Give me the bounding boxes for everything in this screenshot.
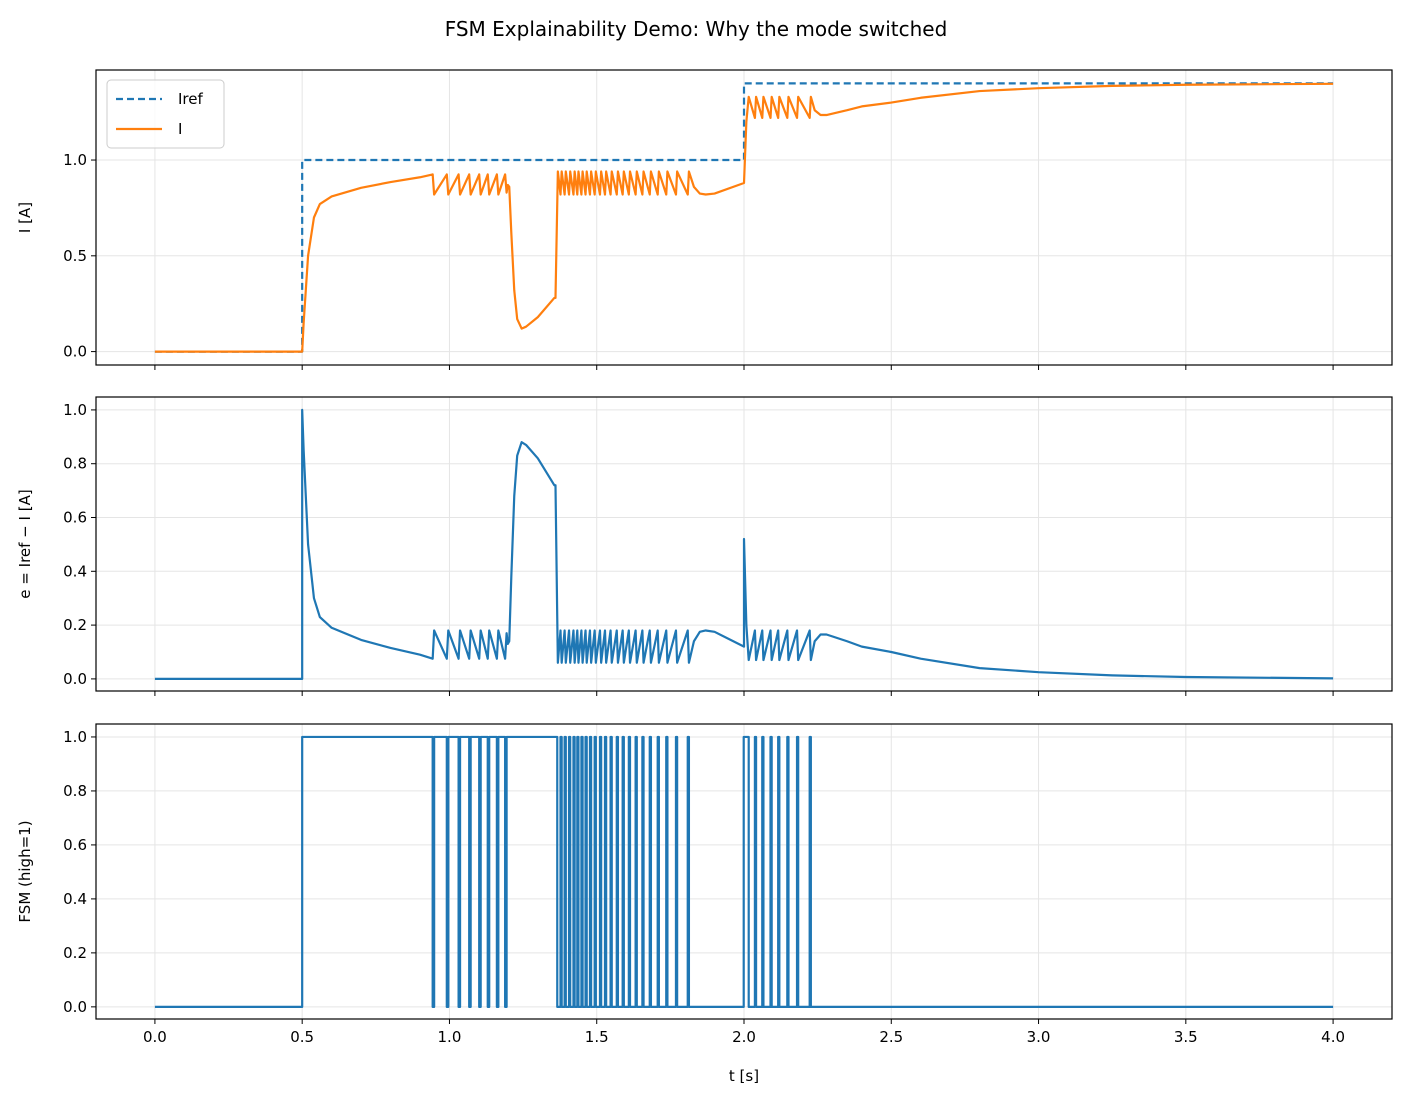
x-tick-label: 3.0	[1027, 1028, 1051, 1046]
x-tick-label: 1.5	[585, 1028, 609, 1046]
y-tick-label: 0.0	[63, 343, 87, 361]
y-tick-label: 1.0	[63, 401, 87, 419]
y-tick-label: 0.5	[63, 247, 87, 265]
y-axis-label: I [A]	[16, 202, 34, 233]
panel-3: 0.0 0.5 1.0 1.5 2.0 2.5 3.0 3.5 4.0 0.0 0.2 0.4 0.6 0…	[16, 723, 1393, 1046]
panel-1: 0.0 0.5 1.0 I [A] Iref I	[16, 69, 1393, 370]
y-tick-label: 1.0	[63, 728, 87, 746]
x-tick-label: 1.0	[438, 1028, 462, 1046]
y-tick-label: 0.2	[63, 944, 87, 962]
legend-box	[106, 79, 225, 149]
x-tick-label: 4.0	[1321, 1028, 1345, 1046]
y-tick-label: 0.4	[63, 562, 87, 580]
y-tick-label: 1.0	[63, 151, 87, 169]
series-line-fsm-state	[154, 735, 1334, 1008]
series-line-i	[154, 82, 1334, 353]
x-axis-label: t [s]	[729, 1067, 759, 1085]
y-tick-label: 0.0	[63, 670, 87, 688]
x-tick-label: 3.5	[1174, 1028, 1198, 1046]
x-tick-label: 0.0	[143, 1028, 167, 1046]
panel-2: 0.0 0.2 0.4 0.6 0.8 1.0 e = Iref − I [A]	[16, 396, 1393, 696]
legend-label-iref: Iref	[178, 90, 203, 108]
y-tick-label: 0.8	[63, 455, 87, 473]
y-tick-label: 0.0	[63, 998, 87, 1016]
x-tick-label: 0.5	[290, 1028, 314, 1046]
y-tick-label: 0.4	[63, 890, 87, 908]
y-tick-label: 0.8	[63, 782, 87, 800]
y-axis-label: e = Iref − I [A]	[16, 489, 34, 598]
legend-label-i: I	[178, 120, 182, 138]
series-line-error	[154, 408, 1334, 680]
y-tick-label: 0.2	[63, 616, 87, 634]
y-tick-label: 0.6	[63, 836, 87, 854]
y-tick-label: 0.6	[63, 509, 87, 527]
x-tick-label: 2.0	[732, 1028, 756, 1046]
x-tick-label: 2.5	[879, 1028, 903, 1046]
chart-title: FSM Explainability Demo: Why the mode sw…	[445, 17, 948, 41]
y-axis-label: FSM (high=1)	[16, 820, 34, 922]
legend: Iref I	[106, 79, 225, 149]
